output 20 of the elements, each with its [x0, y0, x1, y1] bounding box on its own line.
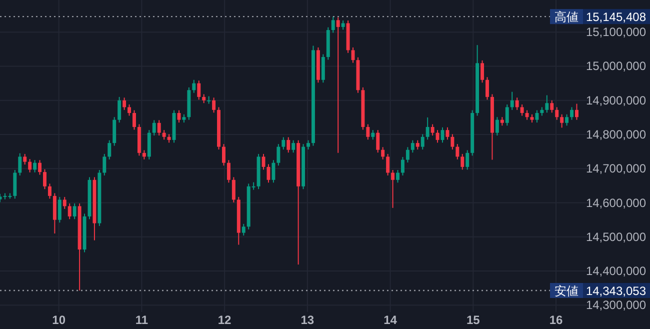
- y-tick-label: 14,300,000: [586, 298, 646, 312]
- ref-line-label: 安値: [554, 284, 578, 298]
- annotation: 15,145,408: [583, 9, 650, 24]
- x-tick-label: 15: [466, 313, 480, 327]
- annotation: 14,343,053: [583, 282, 650, 298]
- x-tick-label: 10: [52, 313, 66, 327]
- y-tick-label: 15,000,000: [586, 59, 646, 74]
- y-tick-label: 14,400,000: [586, 264, 646, 278]
- y-tick-label: 14,500,000: [586, 230, 646, 244]
- y-tick-label: 15,100,000: [586, 25, 646, 40]
- y-tick-label: 14,900,000: [586, 93, 646, 108]
- x-tick-label: 16: [549, 313, 564, 327]
- y-tick-label: 14,600,000: [586, 196, 646, 210]
- ref-line-label: 高値: [554, 10, 578, 24]
- y-tick-label: 14,700,000: [586, 162, 646, 176]
- x-tick-label: 14: [384, 313, 398, 327]
- x-tick-label: 11: [135, 313, 148, 327]
- x-tick-label: 13: [300, 313, 314, 327]
- x-tick-label: 12: [218, 313, 232, 327]
- y-tick-label: 14,800,000: [586, 127, 646, 142]
